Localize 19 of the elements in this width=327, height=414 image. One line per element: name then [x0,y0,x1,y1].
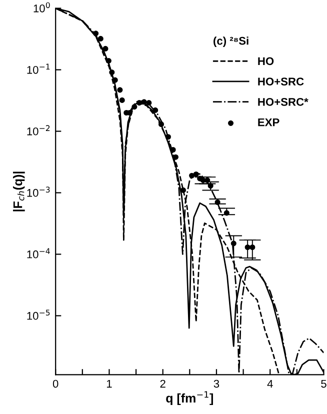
x-tick-label: 0 [52,380,58,388]
y-tick-label: 10$^{−5}$ [27,310,50,320]
y-axis-title: |F$_{ch}$(q)| [13,172,25,212]
x-tick-label: 1 [106,380,112,388]
x-tick-label: 2 [160,380,166,388]
legend-label: EXP [258,118,280,126]
y-tick-label: 10$^{−2}$ [27,125,50,136]
legend-label: HO+SRC [258,78,304,86]
legend-label: HO+SRC* [258,98,308,106]
legend-label: HO [258,57,274,66]
y-tick-label: 10$^{−1}$ [27,64,50,74]
x-tick-label: 4 [267,380,273,388]
legend-title: (c) ²⁸Si [214,36,248,47]
x-axis-title: q [fm$^{−1}$] [166,391,213,406]
y-tick-label: 10$^{−3}$ [27,186,50,197]
y-tick-label: 10$^{−4}$ [27,248,50,258]
y-tick-label: 10$^{0}$ [34,2,50,12]
x-tick-label: 3 [214,380,220,388]
x-tick-label: 5 [321,380,326,388]
